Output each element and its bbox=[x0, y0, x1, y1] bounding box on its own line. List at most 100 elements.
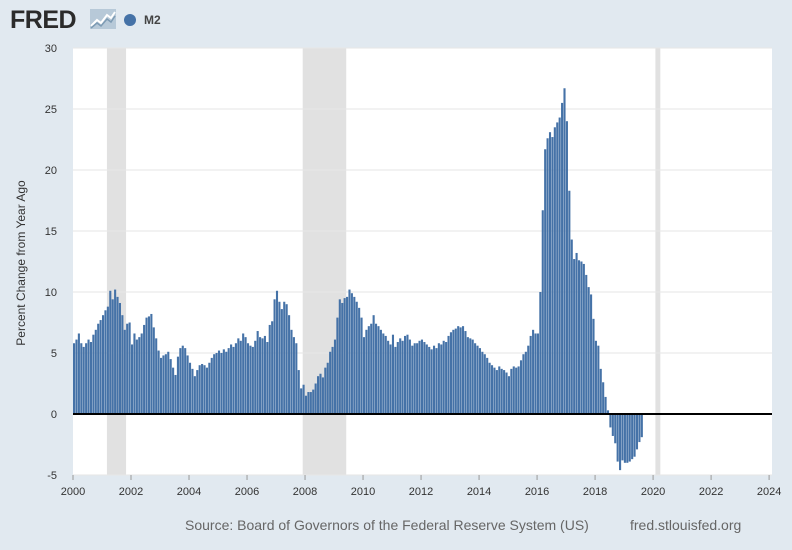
y-tick-label: 30 bbox=[45, 43, 57, 55]
bar bbox=[396, 342, 399, 414]
bar bbox=[536, 333, 539, 414]
bar bbox=[106, 306, 109, 414]
bar bbox=[602, 382, 605, 414]
bar bbox=[295, 343, 298, 414]
y-tick-label: 20 bbox=[45, 165, 57, 177]
y-axis-label: Percent Change from Year Ago bbox=[14, 180, 28, 346]
bar bbox=[130, 344, 134, 414]
x-tick-label: 2000 bbox=[61, 486, 85, 498]
bar bbox=[616, 414, 619, 462]
bar bbox=[234, 343, 237, 414]
bar bbox=[370, 323, 373, 414]
bar bbox=[176, 356, 179, 414]
bar bbox=[611, 414, 614, 436]
bar bbox=[372, 315, 375, 414]
bar bbox=[452, 329, 455, 414]
x-tick-label: 2012 bbox=[409, 486, 433, 498]
bar bbox=[541, 210, 544, 414]
bar bbox=[413, 343, 416, 414]
bar bbox=[155, 338, 158, 414]
bar bbox=[181, 345, 184, 414]
bar bbox=[135, 339, 138, 414]
bar bbox=[285, 304, 288, 414]
bar bbox=[133, 333, 136, 414]
bar bbox=[442, 340, 445, 414]
bar bbox=[358, 307, 361, 414]
bar bbox=[143, 324, 146, 414]
bar bbox=[239, 340, 242, 414]
bar bbox=[399, 338, 402, 414]
bar bbox=[428, 346, 431, 414]
bar bbox=[297, 370, 300, 414]
bar bbox=[140, 333, 143, 414]
bar bbox=[263, 335, 266, 414]
bar bbox=[126, 323, 129, 414]
bar bbox=[505, 372, 508, 414]
bar bbox=[99, 320, 102, 414]
bar bbox=[476, 345, 479, 414]
bar bbox=[423, 342, 426, 414]
bar bbox=[403, 335, 407, 414]
fred-logo[interactable]: FRED bbox=[10, 6, 77, 34]
bar bbox=[575, 252, 578, 414]
site-link[interactable]: fred.stlouisfed.org bbox=[630, 517, 742, 533]
bar bbox=[343, 298, 346, 414]
bar bbox=[631, 414, 634, 460]
bar bbox=[411, 345, 414, 414]
bar bbox=[604, 396, 607, 414]
bar bbox=[387, 340, 390, 414]
bar bbox=[159, 357, 163, 414]
bar bbox=[408, 339, 411, 414]
trend-line-icon bbox=[90, 9, 116, 29]
bar bbox=[469, 338, 472, 414]
bar bbox=[114, 289, 117, 414]
bar bbox=[268, 324, 271, 414]
bar bbox=[420, 339, 424, 414]
bar bbox=[503, 370, 506, 414]
bar bbox=[389, 344, 392, 414]
bar bbox=[92, 334, 95, 414]
bar bbox=[445, 342, 448, 414]
bar bbox=[128, 322, 131, 414]
bar bbox=[418, 340, 421, 414]
bar bbox=[384, 335, 387, 414]
bar bbox=[266, 342, 269, 414]
bar bbox=[184, 348, 187, 414]
bar bbox=[594, 340, 597, 414]
bar bbox=[599, 368, 602, 414]
bar bbox=[319, 373, 322, 414]
bar bbox=[362, 337, 366, 414]
bar bbox=[628, 414, 631, 462]
bar bbox=[382, 333, 385, 414]
bar bbox=[490, 365, 494, 414]
bar bbox=[280, 309, 283, 414]
bar bbox=[466, 337, 469, 414]
bar bbox=[333, 339, 337, 414]
bar bbox=[394, 346, 397, 414]
bar bbox=[312, 389, 315, 414]
bar bbox=[249, 345, 252, 414]
bar bbox=[619, 414, 622, 471]
bar bbox=[573, 259, 576, 414]
bar bbox=[172, 367, 175, 414]
bar bbox=[89, 342, 93, 414]
bar bbox=[196, 370, 199, 414]
bar bbox=[220, 353, 223, 414]
bar bbox=[510, 368, 513, 414]
bar bbox=[227, 348, 230, 414]
bar bbox=[529, 335, 532, 414]
x-tick-label: 2024 bbox=[757, 486, 781, 498]
bar bbox=[145, 317, 148, 414]
bar bbox=[152, 327, 155, 414]
bar bbox=[150, 313, 153, 414]
bar bbox=[80, 343, 83, 414]
bar bbox=[478, 348, 481, 414]
bar bbox=[486, 357, 489, 414]
x-tick-label: 2006 bbox=[235, 486, 259, 498]
x-tick-label: 2014 bbox=[467, 486, 491, 498]
bar bbox=[304, 395, 308, 414]
bar bbox=[164, 354, 167, 414]
bar bbox=[321, 377, 324, 414]
bar bbox=[317, 376, 320, 414]
bar bbox=[355, 301, 358, 414]
